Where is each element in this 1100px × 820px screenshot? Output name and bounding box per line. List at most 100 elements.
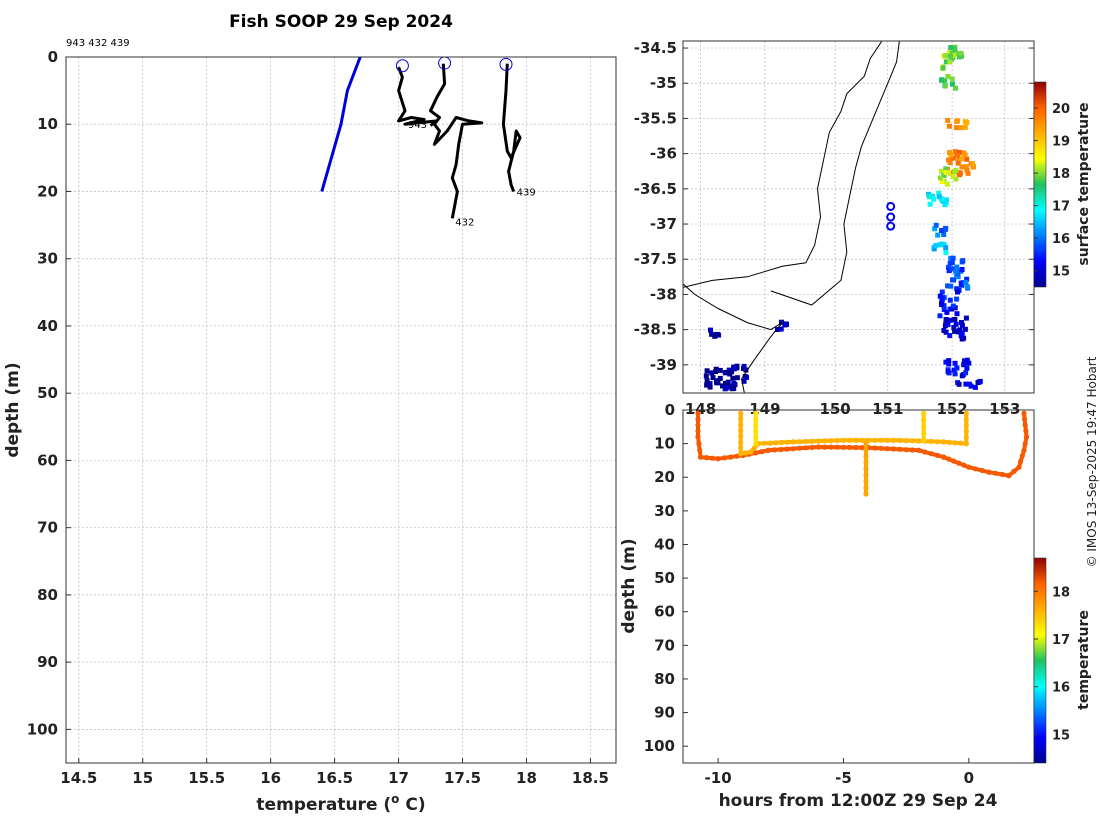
section-point-yellow-drop-0-2 xyxy=(863,453,869,459)
section-point-bottom-orange-2-0 xyxy=(698,454,704,460)
sst-cell-8-32 xyxy=(948,283,954,289)
sst-cell-3-25 xyxy=(962,152,968,158)
sst-cell-8-26 xyxy=(945,283,951,289)
section-point-mid-yellow-4-2 xyxy=(803,438,809,445)
section-point-bottom-orange-1-2 xyxy=(697,447,703,453)
sst-cell-11-18 xyxy=(952,360,958,366)
xtick-label-18-5: 18.5 xyxy=(572,769,609,787)
section-point-bottom-orange-15-4 xyxy=(1021,410,1027,416)
section-point-yellow-drop-0-4 xyxy=(863,466,869,472)
xtick-label-16: 16 xyxy=(260,769,281,787)
section-point-bottom-orange-8-1 xyxy=(922,449,928,455)
section-point-bottom-orange-6-6 xyxy=(853,444,859,451)
section-x-ticks: -10 -5 0 xyxy=(705,758,974,787)
section-point-bottom-orange-5-3 xyxy=(784,446,790,452)
sst-cell-10-23 xyxy=(955,329,961,335)
sst-cell-11-5 xyxy=(966,360,972,366)
section-point-bottom-orange-6-5 xyxy=(847,444,853,450)
sst-cell-13-38 xyxy=(724,385,730,391)
sst-cell-3-17 xyxy=(965,170,971,176)
sst-cell-9-13 xyxy=(939,301,945,307)
temp-cb-label-18: 18 xyxy=(1052,585,1070,600)
ytick-label-50: 50 xyxy=(37,384,58,402)
sst-cell-10-21 xyxy=(962,326,968,332)
sst-cell-1-5 xyxy=(942,78,948,84)
sst-cell-13-19 xyxy=(704,382,710,388)
sst-cell-11-10 xyxy=(954,365,960,371)
sst-cell-5-10 xyxy=(926,194,932,200)
sst-cell-5-12 xyxy=(936,194,942,200)
sst-cell-11-9 xyxy=(963,370,969,376)
map-ytick-label-36: -36 xyxy=(650,145,677,163)
sst-cell-11-15 xyxy=(964,365,970,371)
sst-cell-3-10 xyxy=(952,149,958,155)
sst-cell-5-8 xyxy=(944,197,949,203)
sst-cell-14-2 xyxy=(774,327,780,332)
section-track-bottom-orange xyxy=(696,411,1029,478)
section-ytick-label-50: 50 xyxy=(654,569,675,587)
section-xtick-label-10: -10 xyxy=(705,769,732,787)
temperature-colorbar-bar xyxy=(1033,557,1047,764)
sst-cell-3-20 xyxy=(959,164,965,170)
section-point-mid-yellow-4-5 xyxy=(822,438,828,444)
section-point-yellow-drop-0-0 xyxy=(863,441,869,447)
section-point-bottom-orange-6-2 xyxy=(828,444,834,450)
profile-ids: 943 432 439 xyxy=(66,38,130,49)
profile-line-432 xyxy=(429,63,484,219)
sst-cell-3-19 xyxy=(956,150,962,156)
sst-cell-10-11 xyxy=(951,324,957,330)
temp-cb-label-16: 16 xyxy=(1052,681,1070,696)
sst-cell-1-1 xyxy=(942,83,948,89)
sst-cell-5-7 xyxy=(936,190,942,196)
map-ytick-label-35: -35 xyxy=(650,74,677,92)
section-xtick-label-5: -5 xyxy=(835,769,852,787)
ytick-label-0: 0 xyxy=(48,48,58,66)
map-ytick-label-38-5: -38.5 xyxy=(634,321,677,339)
sst-cb-label-15: 15 xyxy=(1052,265,1070,280)
section-point-bottom-orange-13-2 xyxy=(1019,453,1025,459)
section-point-mid-yellow-4-6 xyxy=(828,438,834,444)
profile-label-439: 439 xyxy=(517,187,536,198)
ytick-label-90: 90 xyxy=(37,653,58,671)
sst-cell-5-4 xyxy=(930,193,935,199)
section-point-bottom-orange-1-0 xyxy=(695,434,701,440)
section-point-bottom-orange-14-0 xyxy=(1021,447,1027,453)
sst-cell-0-20 xyxy=(958,50,964,56)
map-ytick-label-35-5: -35.5 xyxy=(634,109,677,127)
section-ytick-label-90: 90 xyxy=(654,704,675,722)
section-point-mid-yellow-9-4 xyxy=(963,416,969,422)
section-point-mid-yellow-2-0 xyxy=(748,449,754,455)
sst-cell-10-17 xyxy=(941,328,947,333)
section-point-bottom-orange-5-2 xyxy=(778,446,784,453)
sst-cell-10-20 xyxy=(952,328,958,334)
sst-cell-9-10 xyxy=(955,289,960,295)
sst-cell-3-9 xyxy=(947,150,952,155)
section-point-bottom-orange-13-0 xyxy=(1016,464,1022,470)
sst-cell-0-15 xyxy=(957,54,962,60)
sst-cell-2-5 xyxy=(962,119,968,125)
section-point-mid-yellow-3-3 xyxy=(773,440,779,446)
section-point-bottom-orange-13-1 xyxy=(1018,458,1024,465)
sst-cell-7-6 xyxy=(933,243,939,249)
section-point-bottom-orange-7-3 xyxy=(884,446,890,452)
sst-cb-label-19: 19 xyxy=(1052,135,1070,150)
sst-cell-13-43 xyxy=(729,383,735,389)
sst-cell-1-8 xyxy=(945,73,951,79)
sst-cell-10-15 xyxy=(947,317,953,323)
sst-cell-4-7 xyxy=(950,174,956,179)
sst-cell-5-1 xyxy=(943,200,949,206)
ytick-label-70: 70 xyxy=(37,519,58,537)
section-point-mid-yellow-8-0 xyxy=(941,439,947,445)
sst-cell-13-40 xyxy=(713,366,719,372)
sst-cell-0-17 xyxy=(952,46,958,52)
ytick-label-80: 80 xyxy=(37,586,58,604)
section-point-bottom-orange-7-2 xyxy=(878,445,884,451)
section-point-bottom-orange-11-2 xyxy=(999,471,1005,477)
section-ytick-label-0: 0 xyxy=(665,401,675,419)
sst-cell-9-6 xyxy=(944,309,950,315)
sst-cell-12-4 xyxy=(956,381,962,387)
sst-cell-13-44 xyxy=(704,378,710,384)
xtick-label-14-5: 14.5 xyxy=(60,769,97,787)
profile-line-943 xyxy=(397,66,439,127)
sst-cell-13-30 xyxy=(723,380,728,386)
